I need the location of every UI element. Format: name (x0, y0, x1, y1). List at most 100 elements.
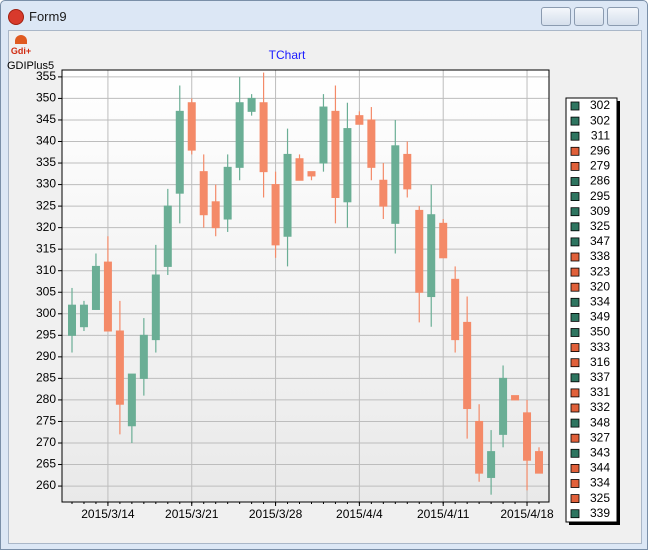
legend-swatch (570, 131, 580, 141)
legend-label: 338 (590, 249, 610, 263)
legend-swatch (570, 328, 580, 337)
y-tick-label: 345 (36, 112, 56, 126)
candle-body (91, 265, 100, 310)
x-tick-label: 2015/4/11 (417, 507, 470, 521)
legend-swatch (570, 267, 580, 277)
y-tick-label: 265 (36, 457, 56, 471)
plot-frame (61, 69, 550, 503)
legend-swatch (570, 358, 580, 368)
title-bar: Form9 (1, 1, 647, 31)
legend-swatch (570, 116, 580, 126)
legend-label: 334 (590, 476, 610, 490)
legend-label: 295 (590, 189, 610, 203)
y-tick-label: 280 (36, 392, 56, 406)
legend-swatch (570, 192, 580, 202)
legend-label: 347 (590, 234, 610, 248)
y-tick-label: 355 (36, 69, 56, 83)
y-tick-label: 315 (36, 241, 56, 255)
legend-label: 279 (590, 159, 610, 173)
candle-body (247, 97, 256, 112)
legend-swatch (570, 207, 580, 217)
y-tick-label: 260 (36, 478, 56, 492)
candle-body (475, 420, 484, 474)
candle-body (391, 145, 400, 224)
legend-label: 302 (590, 98, 610, 112)
y-tick-label: 330 (36, 177, 56, 191)
candle-body (403, 153, 412, 190)
plot-area (62, 70, 549, 502)
y-tick-label: 300 (36, 306, 56, 320)
candle-body (415, 209, 424, 293)
legend-label: 339 (590, 506, 610, 520)
candle-body (439, 222, 448, 259)
legend-label: 343 (590, 445, 610, 459)
candle-body (223, 166, 232, 220)
legend-label: 325 (590, 219, 610, 233)
candle-body (535, 451, 543, 474)
candle-body (331, 110, 340, 198)
legend-swatch (570, 448, 580, 458)
legend-swatch (570, 479, 580, 488)
legend-label: 327 (590, 430, 610, 444)
y-tick-label: 310 (36, 263, 56, 277)
minimize-button[interactable] (541, 7, 571, 26)
candle-body (187, 102, 196, 151)
candle-body (259, 102, 268, 173)
legend-swatch (570, 282, 580, 292)
candle-body (127, 373, 136, 427)
legend-swatch (570, 463, 580, 473)
legend-swatch (570, 433, 580, 443)
candle-body (307, 171, 316, 177)
panel-label: GDIPlus5 (7, 60, 55, 72)
candle-body (151, 274, 160, 341)
y-tick-label: 275 (36, 414, 56, 428)
candle-body (199, 171, 208, 216)
y-tick-label: 270 (36, 435, 56, 449)
close-button[interactable] (607, 7, 639, 26)
legend-swatch (570, 343, 580, 353)
legend-label: 320 (590, 279, 610, 293)
window-title: Form9 (29, 9, 67, 24)
candle-body (427, 214, 436, 298)
legend-swatch (570, 403, 580, 413)
legend-swatch (570, 222, 580, 232)
x-tick-label: 2015/3/21 (165, 507, 219, 521)
legend-swatch (570, 388, 580, 398)
y-tick-label: 295 (36, 327, 56, 341)
y-tick-label: 335 (36, 155, 56, 169)
legend-swatch (570, 177, 580, 186)
x-tick-label: 2015/3/28 (249, 507, 303, 521)
legend-label: 311 (591, 128, 610, 142)
gdi-icon[interactable]: Gdi+ (9, 33, 33, 57)
legend-label: 337 (590, 370, 610, 384)
candle-body (355, 115, 364, 125)
legend-label: 323 (590, 264, 610, 278)
legend-label: 334 (590, 294, 610, 308)
candle-body (463, 321, 472, 410)
candle-body (283, 153, 292, 237)
y-tick-label: 290 (36, 349, 56, 363)
legend-label: 348 (590, 415, 610, 429)
legend-label: 325 (590, 491, 610, 505)
candle-body (103, 261, 112, 332)
candle-body (379, 179, 388, 207)
candle-body (319, 106, 328, 164)
legend-swatch (570, 373, 580, 383)
candle-body (235, 102, 244, 168)
candle-body (211, 201, 220, 229)
candle-body (487, 451, 496, 478)
candle-body (79, 304, 88, 328)
candle-body (115, 330, 124, 405)
candle-body (451, 278, 460, 341)
candle-body (175, 110, 184, 194)
y-tick-label: 350 (36, 91, 56, 105)
y-tick-label: 325 (36, 198, 56, 212)
maximize-button[interactable] (574, 7, 604, 26)
legend-swatch (570, 146, 580, 156)
legend-label: 344 (590, 461, 610, 475)
legend-swatch (570, 509, 580, 519)
x-tick-label: 2015/4/4 (336, 507, 383, 521)
legend-label: 332 (590, 400, 610, 414)
legend-label: 302 (590, 113, 610, 127)
legend-swatch (570, 161, 580, 171)
